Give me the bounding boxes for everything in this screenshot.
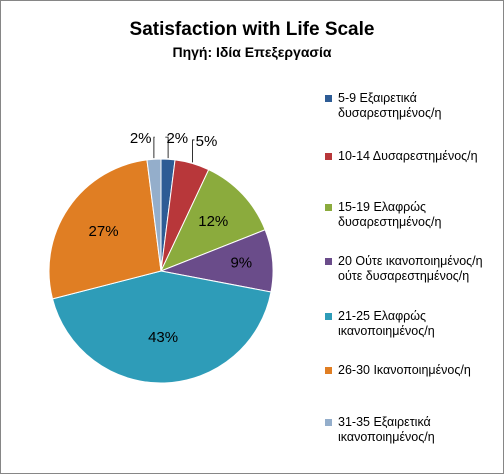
- legend-label: 21-25 Ελαφρώς ικανοποιημένος/η: [338, 309, 435, 338]
- data-label: 27%: [89, 223, 119, 240]
- pie-slice: [51, 270, 272, 384]
- leader-line: [165, 136, 169, 159]
- legend-label: 20 Ούτε ικανοποιημένος/η ούτε δυσαρεστημ…: [338, 254, 483, 283]
- data-label: 2%: [166, 130, 188, 147]
- chart-title: Satisfaction with Life Scale: [129, 19, 375, 40]
- legend-swatch: [325, 95, 332, 102]
- data-label: 2%: [130, 130, 152, 147]
- data-label: 43%: [148, 329, 178, 346]
- legend-swatch: [325, 367, 332, 374]
- pie-slice: [48, 159, 162, 300]
- legend-swatch: [325, 313, 332, 320]
- pie-slice: [160, 168, 266, 272]
- data-label: 5%: [196, 133, 218, 150]
- data-label: 12%: [198, 213, 228, 230]
- legend-swatch: [325, 153, 332, 160]
- leader-line: [153, 136, 155, 159]
- leader-line: [192, 139, 195, 163]
- legend-label: 15-19 Ελαφρώς δυσαρεστημένος/η: [338, 200, 442, 229]
- legend-label: 31-35 Εξαιρετικά ικανοποιημένος/η: [338, 415, 435, 444]
- legend-label: 5-9 Εξαιρετικά δυσαρεστημένος/η: [338, 91, 442, 120]
- chart-subtitle: Πηγή: Ιδία Επεξεργασία: [172, 44, 332, 60]
- legend-swatch: [325, 204, 332, 211]
- legend-swatch: [325, 419, 332, 426]
- legend-label: 26-30 Ικανοποιημένος/η: [338, 363, 471, 377]
- legend-swatch: [325, 258, 332, 265]
- legend-label: 10-14 Δυσαρεστημένος/η: [338, 149, 478, 163]
- pie-slice: [146, 158, 162, 272]
- data-label: 9%: [230, 254, 252, 271]
